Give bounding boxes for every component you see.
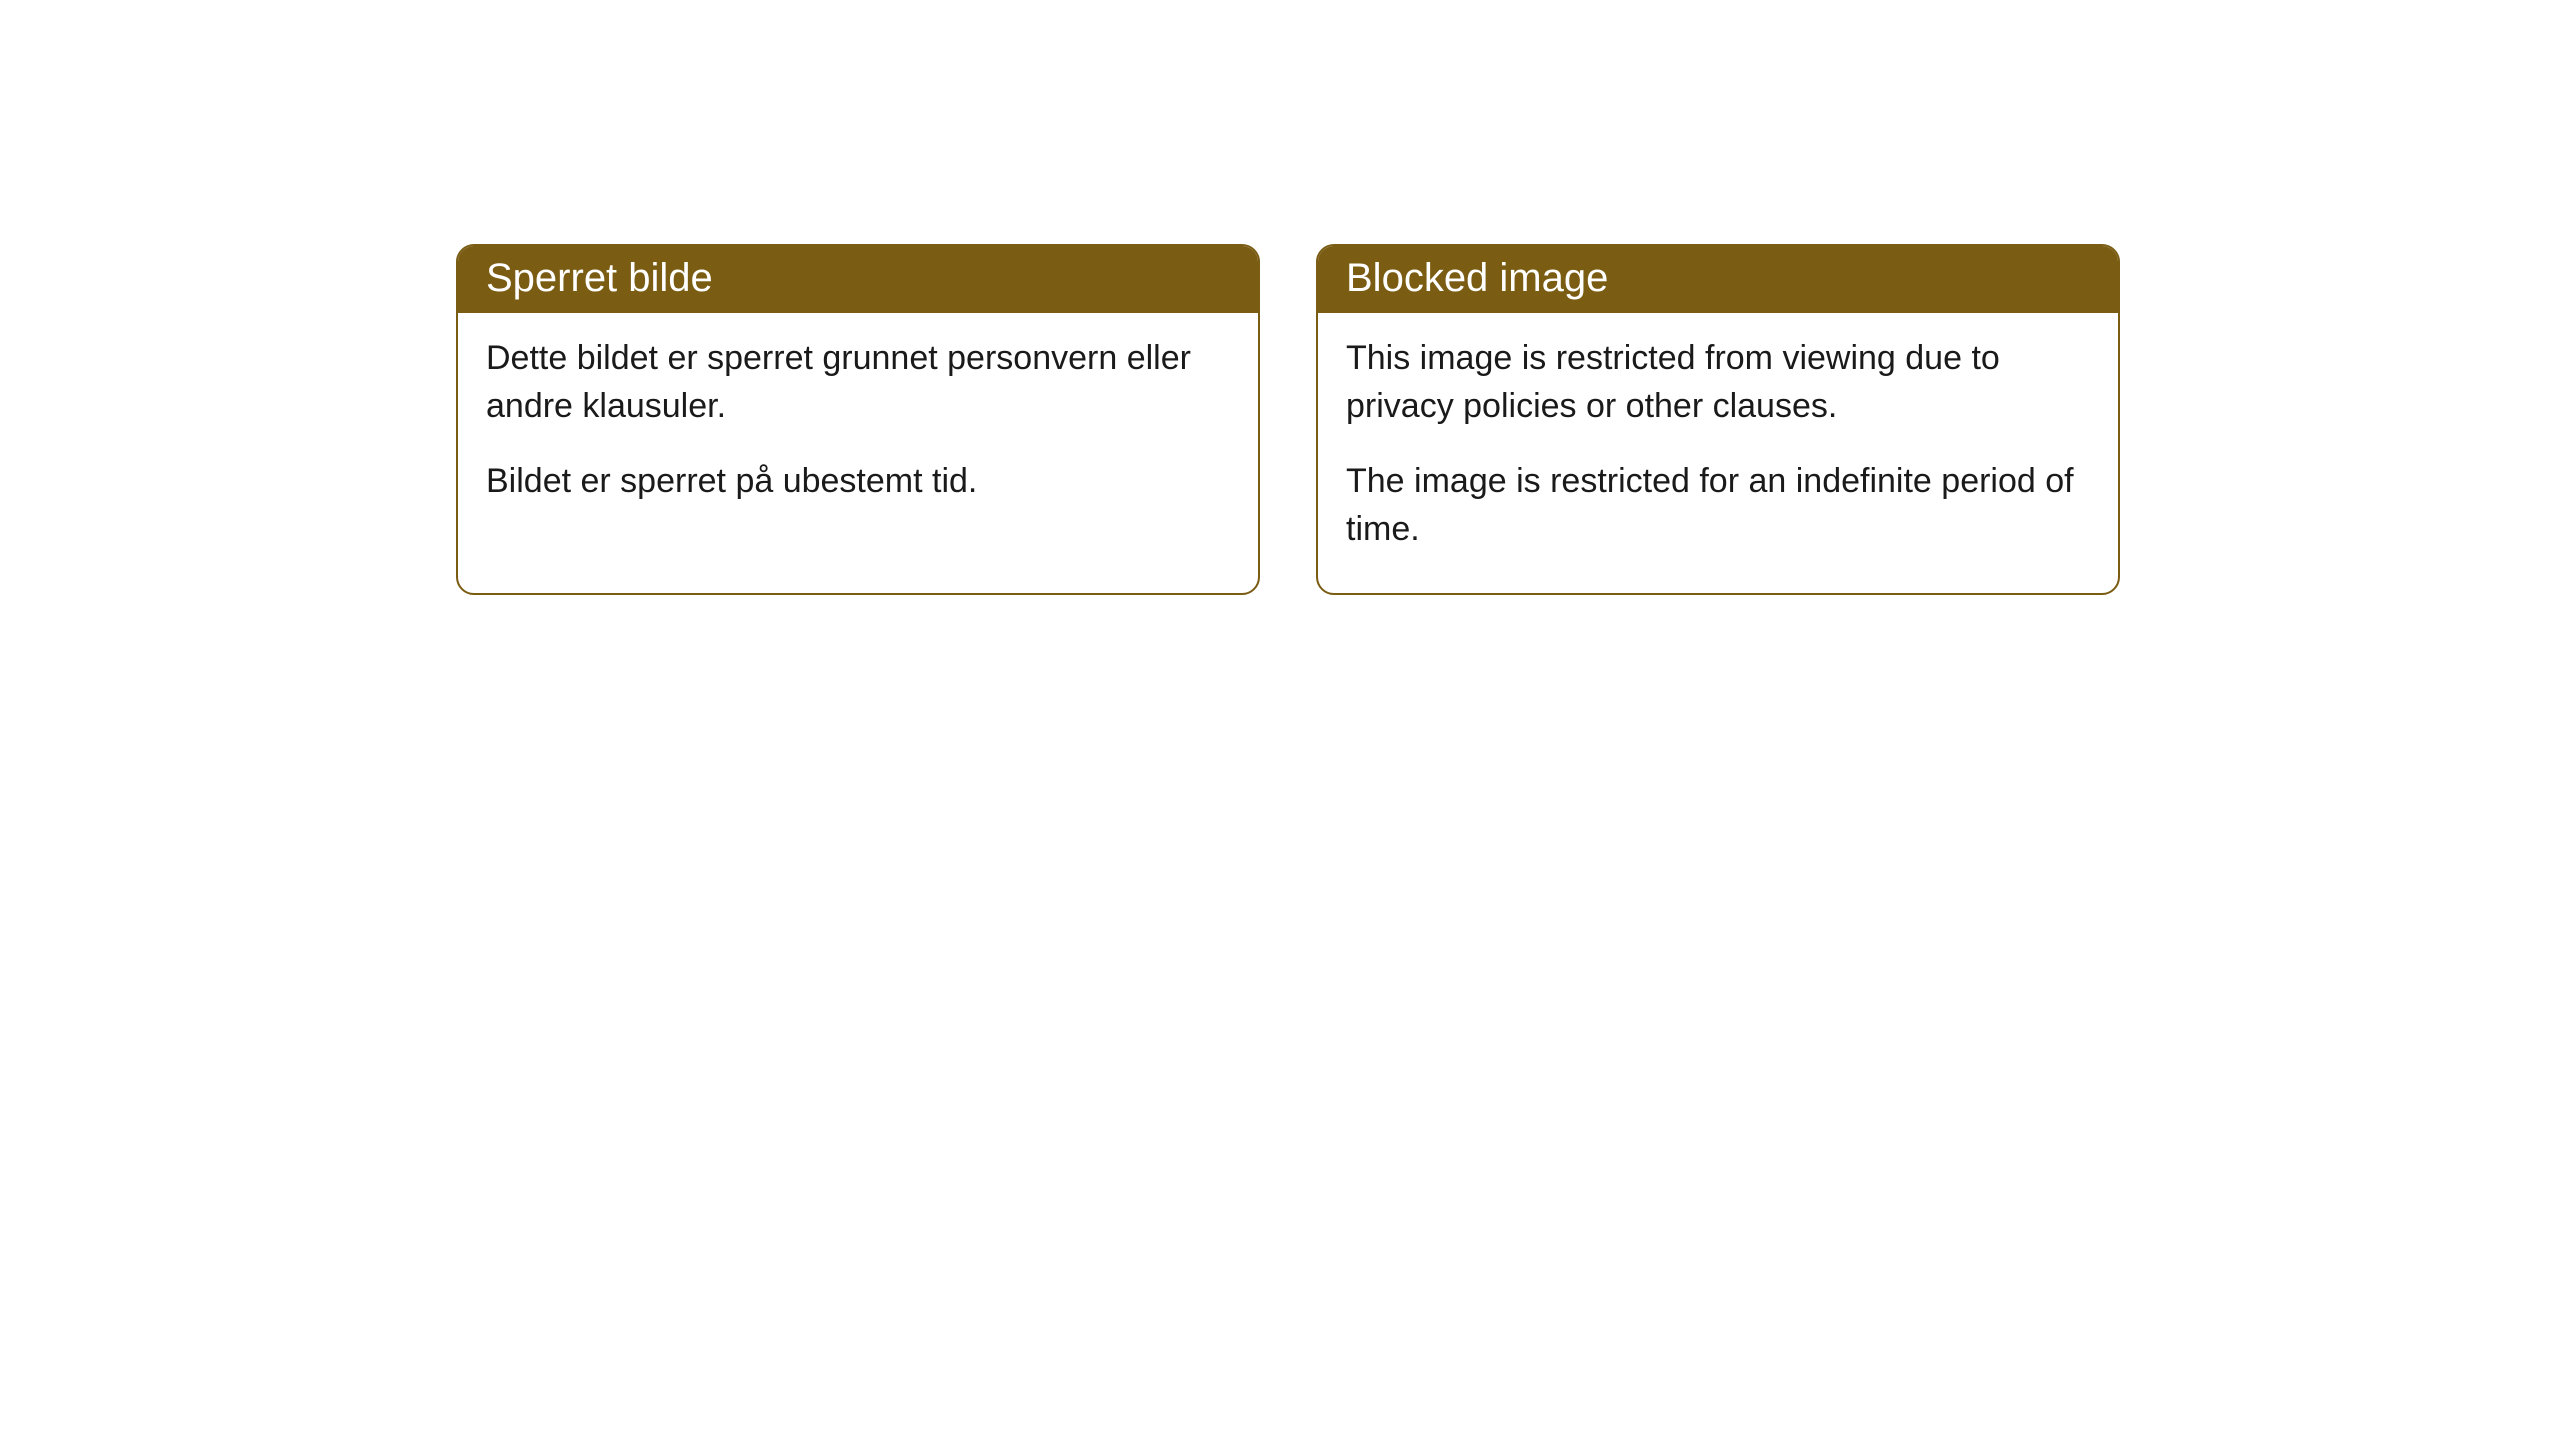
card-title-no: Sperret bilde: [458, 246, 1258, 313]
blocked-image-card-no: Sperret bilde Dette bildet er sperret gr…: [456, 244, 1260, 595]
card-body-no: Dette bildet er sperret grunnet personve…: [458, 313, 1258, 546]
card-title-en: Blocked image: [1318, 246, 2118, 313]
card-body-en: This image is restricted from viewing du…: [1318, 313, 2118, 593]
card-text-en-1: This image is restricted from viewing du…: [1346, 335, 2090, 430]
card-text-en-2: The image is restricted for an indefinit…: [1346, 458, 2090, 553]
card-text-no-2: Bildet er sperret på ubestemt tid.: [486, 458, 1230, 506]
blocked-image-card-en: Blocked image This image is restricted f…: [1316, 244, 2120, 595]
notice-container: Sperret bilde Dette bildet er sperret gr…: [456, 244, 2120, 595]
card-text-no-1: Dette bildet er sperret grunnet personve…: [486, 335, 1230, 430]
